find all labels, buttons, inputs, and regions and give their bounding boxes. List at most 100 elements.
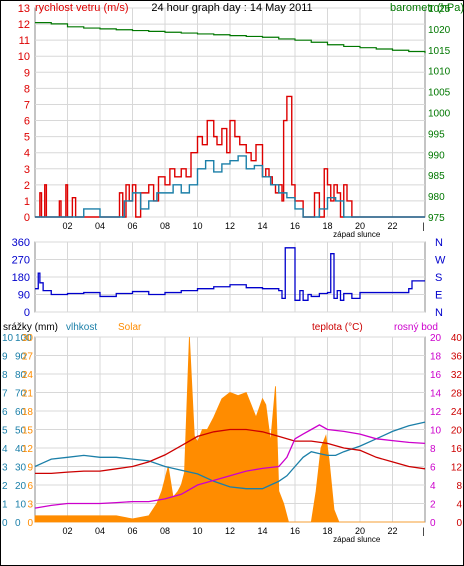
panel1-left-tick-label: 13 — [18, 3, 30, 15]
panel2-left-tick-label: 360 — [12, 237, 30, 249]
panel2-left-tick-label: 180 — [12, 272, 30, 284]
panel2-right-tick-label: E — [435, 290, 442, 302]
panel2-right-tick-label: S — [435, 272, 442, 284]
panel1-x-tick-label: 04 — [95, 221, 105, 231]
humidity-tick-label: 40 — [15, 444, 27, 455]
panel1-right-tick-label: 1015 — [428, 46, 451, 57]
humidity-tick-label: 100 — [15, 333, 32, 344]
panel1-left-tick-label: 7 — [24, 99, 30, 111]
panel1-x-end-tick: | — [422, 221, 424, 231]
temp-tick-label: 28 — [451, 389, 463, 400]
panel3-x-tick-label: 18 — [322, 526, 332, 536]
rain-axis-label: srážky (mm) — [3, 322, 58, 333]
dew-tick-label: 14 — [430, 389, 442, 400]
rain-tick-label: 3 — [2, 463, 8, 474]
dew-tick-label: 8 — [430, 444, 436, 455]
series-rosn-bod — [34, 424, 426, 509]
panel1-right-tick-label: 985 — [428, 171, 445, 182]
panel1-left-tick-label: 3 — [24, 164, 30, 176]
panel2-left-tick-label: 0 — [24, 307, 30, 319]
panel1-left-tick-label: 9 — [24, 67, 30, 79]
temp-tick-label: 36 — [451, 352, 463, 363]
dew-tick-label: 20 — [430, 333, 442, 344]
humidity-tick-label: 50 — [15, 426, 27, 437]
solar-tick-label: 18 — [22, 407, 34, 418]
panel1-right-tick-label: 995 — [428, 129, 445, 140]
panel3-x-tick-label: 06 — [127, 526, 137, 536]
humidity-tick-label: 70 — [15, 389, 27, 400]
dew-tick-label: 12 — [430, 407, 442, 418]
panel1-left-tick-label: 8 — [24, 83, 30, 95]
panel1-x-tick-label: 10 — [192, 221, 202, 231]
panel1-right-tick-label: 1005 — [428, 88, 451, 99]
rain-tick-label: 0 — [2, 518, 8, 529]
panel1-right-tick-label: 1010 — [428, 67, 451, 78]
rain-tick-label: 1 — [2, 500, 8, 511]
solar-tick-label: 3 — [27, 500, 33, 511]
temp-tick-label: 20 — [451, 426, 463, 437]
solar-tick-label: 15 — [22, 426, 34, 437]
dew-tick-label: 4 — [430, 481, 436, 492]
panel1-x-tick-label: 02 — [62, 221, 72, 231]
solar-axis-label: Solar — [118, 322, 142, 333]
dew-tick-label: 16 — [430, 370, 442, 381]
temp-tick-label: 8 — [456, 481, 462, 492]
panel1-right-tick-label: 1000 — [428, 109, 451, 120]
chart-title: 24 hour graph day : 14 May 2011 — [151, 2, 312, 14]
rain-tick-label: 6 — [2, 407, 8, 418]
panel1-right-tick-label: 1020 — [428, 25, 451, 36]
humidity-tick-label: 60 — [15, 407, 27, 418]
rain-tick-label: 7 — [2, 389, 8, 400]
panel3-x-tick-label: 16 — [290, 526, 300, 536]
panel3-x-tick-label: 14 — [257, 526, 267, 536]
panel3-x-tick-label: 10 — [192, 526, 202, 536]
temp-tick-label: 16 — [451, 444, 463, 455]
rain-tick-label: 4 — [2, 444, 8, 455]
dew-axis-label: rosný bod — [394, 322, 438, 333]
panel1-left-tick-label: 4 — [24, 148, 30, 160]
temp-tick-label: 40 — [451, 333, 463, 344]
solar-tick-label: 24 — [22, 370, 34, 381]
dew-tick-label: 18 — [430, 352, 442, 363]
temp-tick-label: 0 — [456, 518, 462, 529]
series-wind-direction — [35, 247, 425, 301]
humidity-axis-label: vlhkost — [66, 322, 97, 333]
series-teplota-c- — [35, 428, 426, 475]
panel3-x-tick-label: 04 — [95, 526, 105, 536]
humidity-tick-label: 80 — [15, 370, 27, 381]
solar-tick-label: 6 — [27, 481, 33, 492]
panel1-left-axis-label: rychlost vetru (m/s) — [35, 2, 129, 14]
panel1-sunset-label: západ slunce — [333, 230, 381, 239]
panel1-left-tick-label: 12 — [18, 19, 30, 31]
panel1-left-tick-label: 6 — [24, 116, 30, 128]
panel1-right-tick-label: 975 — [428, 213, 445, 224]
rain-tick-label: 8 — [2, 370, 8, 381]
solar-tick-label: 0 — [27, 518, 33, 529]
panel2-right-tick-label: W — [435, 255, 446, 267]
panel3-x-tick-label: 08 — [160, 526, 170, 536]
panel2-left-tick-label: 90 — [18, 290, 30, 302]
panel1-left-tick-label: 0 — [24, 212, 30, 224]
panel2-left-tick-label: 270 — [12, 255, 30, 267]
solar-tick-label: 12 — [22, 444, 34, 455]
panel1-left-tick-label: 1 — [24, 196, 30, 208]
panel1-x-tick-label: 14 — [257, 221, 267, 231]
panel3-x-tick-label: 22 — [387, 526, 397, 536]
dew-tick-label: 6 — [430, 463, 436, 474]
panel2-right-tick-label: N — [435, 237, 443, 249]
panel3-x-tick-label: 12 — [225, 526, 235, 536]
panel1-x-tick-label: 16 — [290, 221, 300, 231]
rain-tick-label: 5 — [2, 426, 8, 437]
panel1-right-tick-label: 990 — [428, 150, 445, 161]
panel1-right-tick-label: 980 — [428, 192, 445, 203]
panel1-x-tick-label: 06 — [127, 221, 137, 231]
rain-tick-label: 2 — [2, 481, 8, 492]
solar-tick-label: 27 — [22, 352, 34, 363]
temp-tick-label: 12 — [451, 463, 463, 474]
panel1-x-tick-label: 18 — [322, 221, 332, 231]
panel1-left-tick-label: 11 — [19, 35, 30, 47]
panel1-x-tick-label: 08 — [160, 221, 170, 231]
panel1-x-tick-label: 20 — [355, 221, 365, 231]
temp-tick-label: 4 — [456, 500, 462, 511]
